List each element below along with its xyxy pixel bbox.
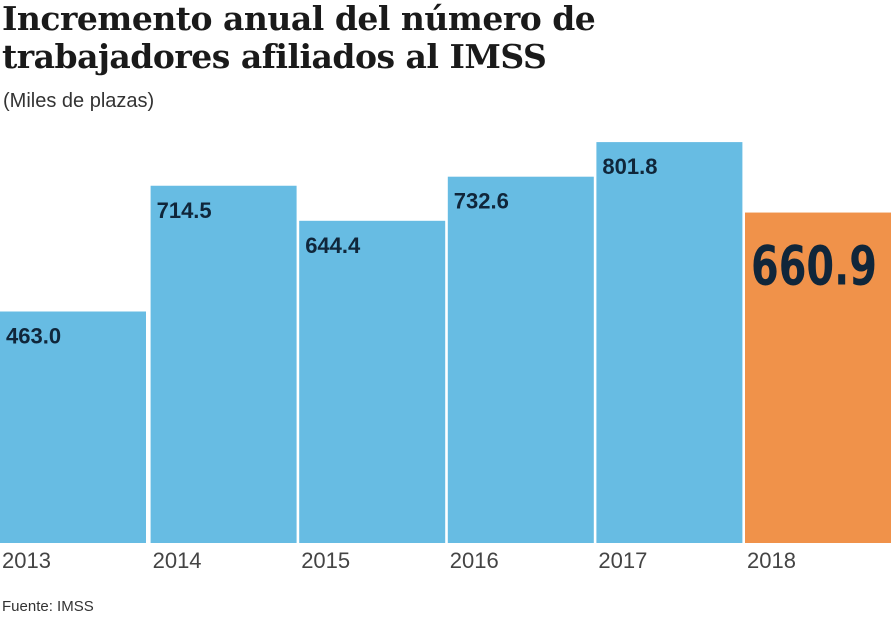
- chart-title-line-2: trabajadores afiliados al IMSS: [2, 37, 547, 76]
- data-label-2013: 463.0: [6, 324, 61, 349]
- x-tick-label-2017: 2017: [598, 548, 647, 573]
- data-label-2015: 644.4: [305, 233, 361, 258]
- chart-source: Fuente: IMSS: [2, 598, 94, 615]
- chart-subtitle: (Miles de plazas): [3, 90, 155, 112]
- bar-2015: [299, 220, 446, 544]
- bar-2016: [447, 176, 594, 543]
- data-label-2017: 801.8: [602, 154, 657, 179]
- data-label-2016: 732.6: [454, 189, 509, 214]
- bar-2013: [0, 311, 146, 543]
- bar-2018: [745, 212, 891, 544]
- data-label-2014: 714.5: [157, 198, 212, 223]
- bar-2017: [596, 142, 743, 543]
- x-tick-label-2016: 2016: [450, 548, 499, 573]
- data-label-2018: 660.9: [751, 235, 877, 298]
- x-tick-label-2014: 2014: [153, 548, 202, 573]
- x-tick-label-2013: 2013: [2, 548, 51, 573]
- x-tick-label-2015: 2015: [301, 548, 350, 573]
- chart-title: Incremento anual del número de trabajado…: [2, 0, 596, 76]
- x-tick-label-2018: 2018: [747, 548, 796, 573]
- chart-title-line-1: Incremento anual del número de: [2, 0, 596, 38]
- bar-2014: [150, 185, 297, 543]
